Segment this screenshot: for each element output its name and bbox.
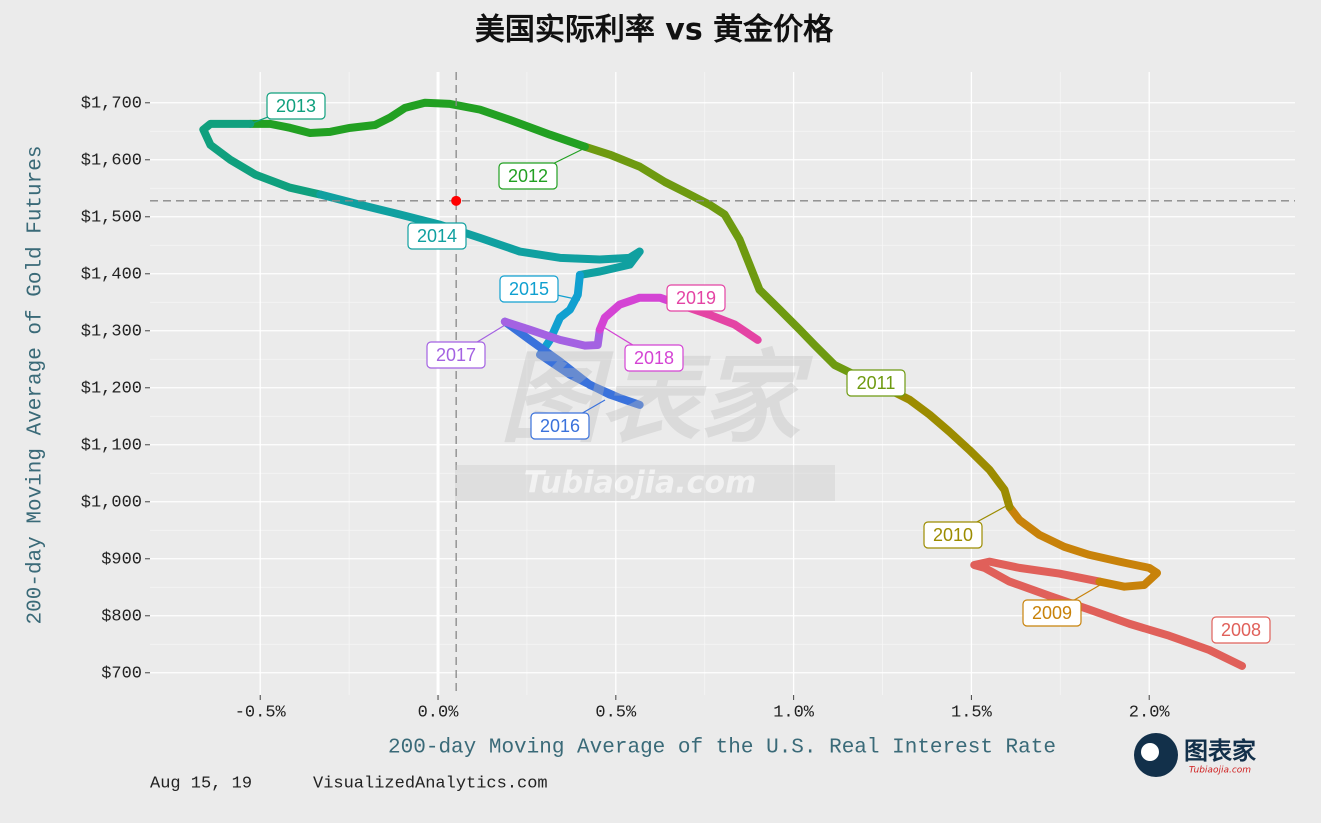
x-tick-label: 1.0% bbox=[773, 703, 815, 722]
year-path bbox=[500, 317, 604, 350]
year-label: 2012 bbox=[508, 166, 548, 186]
y-tick-label: $700 bbox=[101, 664, 142, 683]
logo-url: Tubiaojia.com bbox=[1189, 766, 1251, 776]
label-box bbox=[1022, 599, 1082, 627]
year-label: 2014 bbox=[417, 226, 457, 246]
label-box bbox=[499, 275, 559, 303]
x-tick-label: 1.5% bbox=[951, 703, 993, 722]
y-tick-label: $1,400 bbox=[81, 265, 142, 284]
year-label: 2011 bbox=[857, 373, 896, 393]
chart-title: 美国实际利率 vs 黄金价格 bbox=[475, 13, 834, 48]
label-box bbox=[624, 344, 684, 372]
year-path bbox=[970, 557, 1247, 670]
year-label: 2019 bbox=[676, 288, 716, 308]
year-path bbox=[246, 98, 589, 151]
source: VisualizedAnalytics.com bbox=[313, 774, 548, 793]
y-tick-label: $1,200 bbox=[81, 379, 142, 398]
marks bbox=[150, 72, 1295, 695]
year-path bbox=[199, 119, 325, 199]
year-path bbox=[500, 317, 644, 409]
label-box bbox=[666, 284, 726, 312]
year-label: 2010 bbox=[933, 525, 973, 545]
y-tick-label: $1,500 bbox=[81, 208, 142, 227]
year-label: 2017 bbox=[436, 345, 476, 365]
y-tick-label: $800 bbox=[101, 607, 142, 626]
x-tick-label: 2.0% bbox=[1129, 703, 1171, 722]
year-path bbox=[536, 270, 584, 359]
reference-point bbox=[451, 195, 462, 206]
year-label: 2018 bbox=[634, 348, 674, 368]
year-path bbox=[1005, 502, 1162, 591]
logo: 图表家 Tubiaojia.com bbox=[1134, 733, 1256, 777]
label-box bbox=[266, 92, 326, 120]
y-tick-label: $1,000 bbox=[81, 493, 142, 512]
logo-text: 图表家 bbox=[1184, 737, 1256, 765]
x-axis-title: 200-day Moving Average of the U.S. Real … bbox=[388, 737, 1056, 760]
year-label: 2013 bbox=[276, 96, 316, 116]
x-tick-label: 0.0% bbox=[418, 703, 460, 722]
labels: 2008 2009 2010 2011 2012 2013 2014 2015 2016 2017… bbox=[249, 92, 1271, 644]
y-tick-label: $1,100 bbox=[81, 436, 142, 455]
y-axis-title: 200-day Moving Average of Gold Futures bbox=[25, 146, 48, 625]
year-path bbox=[595, 293, 684, 334]
grid: -0.5% 0.0% 0.5% 1.0% 1.5% 2.0% $700 $800 $900 $1,… bbox=[81, 72, 1295, 722]
year-path bbox=[316, 190, 644, 279]
label-box bbox=[407, 222, 467, 250]
year-label: 2016 bbox=[540, 416, 580, 436]
logo-icon bbox=[1141, 743, 1159, 761]
year-label: 2015 bbox=[509, 279, 549, 299]
label-box bbox=[1211, 616, 1271, 644]
y-tick-label: $1,700 bbox=[81, 94, 142, 113]
x-tick-label: 0.5% bbox=[595, 703, 637, 722]
watermark-url: Tubiaojia.com bbox=[524, 466, 756, 501]
label-box bbox=[923, 521, 983, 549]
y-tick-label: $1,600 bbox=[81, 151, 142, 170]
label-box bbox=[426, 341, 486, 369]
year-path bbox=[580, 142, 859, 379]
year-label: 2009 bbox=[1032, 603, 1072, 623]
watermark-band bbox=[455, 465, 835, 501]
year-label: 2008 bbox=[1221, 620, 1261, 640]
date: Aug 15, 19 bbox=[150, 774, 252, 793]
label-box bbox=[530, 412, 590, 440]
y-tick-label: $1,300 bbox=[81, 322, 142, 341]
label-box bbox=[498, 162, 558, 190]
label-box bbox=[846, 369, 906, 397]
x-tick-label: -0.5% bbox=[235, 703, 287, 722]
y-tick-label: $900 bbox=[101, 550, 142, 569]
